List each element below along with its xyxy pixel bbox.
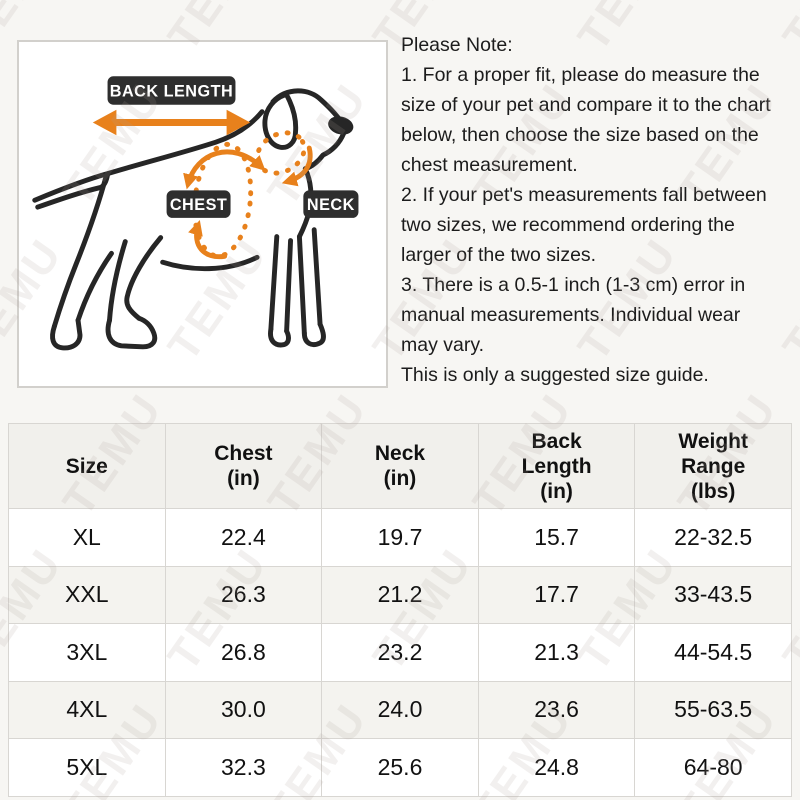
chest-label: CHEST <box>170 196 227 214</box>
chest-label-box <box>166 190 231 218</box>
back-length-label: BACK LENGTH <box>110 82 233 100</box>
chest-girth-dashed-ellipse <box>192 141 254 259</box>
table-cell: 24.8 <box>477 738 636 797</box>
back-length-label-box <box>107 76 236 105</box>
column-header: Neck (in) <box>321 423 479 509</box>
size-table-body: XL 22.4 19.7 15.7 22-32.5 XXL 26.3 21.2 17.7 33-4… <box>8 508 792 797</box>
table-row: 4XL 30.0 24.0 23.6 55-63.5 <box>8 680 792 739</box>
table-cell: 32.3 <box>164 738 323 797</box>
dog-measurement-diagram: BACK LENGTH CHEST NECK <box>17 40 388 388</box>
table-cell: 17.7 <box>477 565 636 624</box>
table-row: 5XL 32.3 25.6 24.8 64-80 <box>8 738 792 797</box>
table-cell: 25.6 <box>321 738 479 797</box>
neck-wrap-arrow <box>281 145 313 187</box>
table-row: 3XL 26.8 23.2 21.3 44-54.5 <box>8 623 792 682</box>
table-cell: 44-54.5 <box>634 623 792 682</box>
table-cell: 26.8 <box>164 623 323 682</box>
neck-label: NECK <box>307 196 355 214</box>
table-cell: 21.2 <box>321 565 479 624</box>
neck-label-box <box>303 190 359 218</box>
chest-wrap-arrow <box>183 149 266 190</box>
table-cell: 23.2 <box>321 623 479 682</box>
column-header: Weight Range (lbs) <box>634 423 792 509</box>
table-cell: 64-80 <box>634 738 792 797</box>
table-cell: 30.0 <box>164 680 323 739</box>
dog-nose <box>328 116 354 135</box>
column-header: Back Length (in) <box>477 423 636 509</box>
dog-diagram-svg: BACK LENGTH CHEST NECK <box>32 76 359 351</box>
size-table: Size Chest (in) Neck (in) Back Length (in) W… <box>8 423 792 797</box>
table-cell: 22-32.5 <box>634 508 792 567</box>
back-length-arrow <box>92 109 251 136</box>
diagram-labels: BACK LENGTH CHEST NECK <box>107 76 359 218</box>
note-section: Please Note: 1. For a proper fit, please… <box>401 30 797 390</box>
table-cell: 55-63.5 <box>634 680 792 739</box>
size-table-header: Size Chest (in) Neck (in) Back Length (in) W… <box>8 423 792 509</box>
table-cell: 24.0 <box>321 680 479 739</box>
measurement-marks <box>92 109 313 260</box>
chest-wrap-arrow-bottom <box>188 219 228 260</box>
table-cell: 22.4 <box>164 508 323 567</box>
table-cell: 23.6 <box>477 680 636 739</box>
table-cell: XL <box>8 508 166 567</box>
table-cell: 26.3 <box>164 565 323 624</box>
table-cell: 19.7 <box>321 508 479 567</box>
column-header: Size <box>8 423 166 509</box>
table-cell: 5XL <box>8 738 166 797</box>
table-cell: 4XL <box>8 680 166 739</box>
header-row: Size Chest (in) Neck (in) Back Length (in) W… <box>8 423 792 509</box>
table-cell: 21.3 <box>477 623 636 682</box>
dog-outline <box>32 88 347 351</box>
neck-girth-dashed-ellipse <box>254 130 307 176</box>
table-cell: 3XL <box>8 623 166 682</box>
column-header: Chest (in) <box>164 423 323 509</box>
table-row: XXL 26.3 21.2 17.7 33-43.5 <box>8 565 792 624</box>
note-title: Please Note: <box>401 34 513 56</box>
table-row: XL 22.4 19.7 15.7 22-32.5 <box>8 508 792 567</box>
note-body: 1. For a proper fit, please do measure t… <box>401 64 771 386</box>
table-cell: 15.7 <box>477 508 636 567</box>
table-cell: 33-43.5 <box>634 565 792 624</box>
table-cell: XXL <box>8 565 166 624</box>
